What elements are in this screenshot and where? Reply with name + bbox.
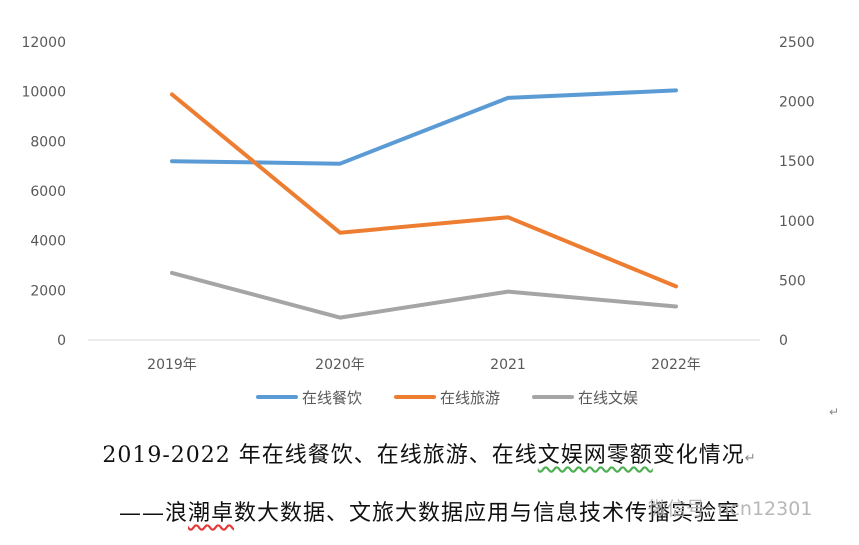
left-tick-label: 6000 bbox=[30, 184, 66, 200]
legend: 在线餐饮 在线旅游 在线文娱 bbox=[256, 389, 638, 407]
legend-label: 在线文娱 bbox=[578, 389, 638, 407]
return-mark-1: ↵ bbox=[744, 451, 757, 466]
right-tick-label: 0 bbox=[779, 333, 788, 349]
series-layer bbox=[170, 88, 678, 320]
caption-line-1: 2019-2022 年在线餐饮、在线旅游、在线文娱网零额变化情况↵ bbox=[0, 437, 859, 469]
left-tick-label: 8000 bbox=[30, 134, 66, 150]
x-axis: 2019年 2020年 2021 2022年 bbox=[147, 357, 701, 373]
right-y-axis: 0 500 1000 1500 2000 2500 bbox=[779, 35, 815, 349]
left-tick-label: 0 bbox=[57, 333, 66, 349]
x-tick-label: 2020年 bbox=[315, 357, 365, 373]
left-tick-label: 4000 bbox=[30, 234, 66, 250]
right-tick-label: 2000 bbox=[779, 95, 815, 111]
return-mark-0: ↵ bbox=[829, 405, 840, 419]
left-tick-label: 10000 bbox=[21, 85, 66, 101]
x-tick-label: 2021 bbox=[490, 357, 526, 373]
right-tick-label: 1000 bbox=[779, 214, 815, 230]
right-tick-label: 1500 bbox=[779, 154, 815, 170]
left-tick-label: 12000 bbox=[21, 35, 66, 51]
right-tick-label: 500 bbox=[779, 273, 806, 289]
legend-label: 在线旅游 bbox=[440, 389, 500, 407]
caption-2b: 潮卓 bbox=[187, 501, 234, 526]
caption-2a: ——浪 bbox=[118, 501, 188, 526]
x-tick-label: 2022年 bbox=[651, 357, 701, 373]
x-tick-label: 2019年 bbox=[147, 357, 197, 373]
series-line bbox=[170, 92, 678, 289]
right-tick-label: 2500 bbox=[779, 35, 815, 51]
caption-1a: 2019-2022 年在线餐饮、在线旅游、在线 bbox=[102, 443, 538, 468]
caption-1b: 文娱网零额 bbox=[537, 443, 653, 468]
line-chart: 0 2000 4000 6000 8000 10000 12000 0 500 1000 1500… bbox=[21, 35, 815, 407]
left-y-axis: 0 2000 4000 6000 8000 10000 12000 bbox=[21, 35, 66, 349]
legend-label: 在线餐饮 bbox=[302, 389, 362, 407]
watermark: 微信号: ncn12301 bbox=[648, 498, 813, 520]
caption-1c: 变化情况 bbox=[652, 443, 745, 468]
left-tick-label: 2000 bbox=[30, 283, 66, 299]
caption-2c: 数大数据、文旅大数据应用与信息技术传播实验室 bbox=[234, 501, 741, 526]
series-line bbox=[170, 270, 678, 320]
series-line bbox=[170, 88, 678, 166]
caption-line-2: ——浪潮卓数大数据、文旅大数据应用与信息技术传播实验室 bbox=[0, 495, 859, 527]
